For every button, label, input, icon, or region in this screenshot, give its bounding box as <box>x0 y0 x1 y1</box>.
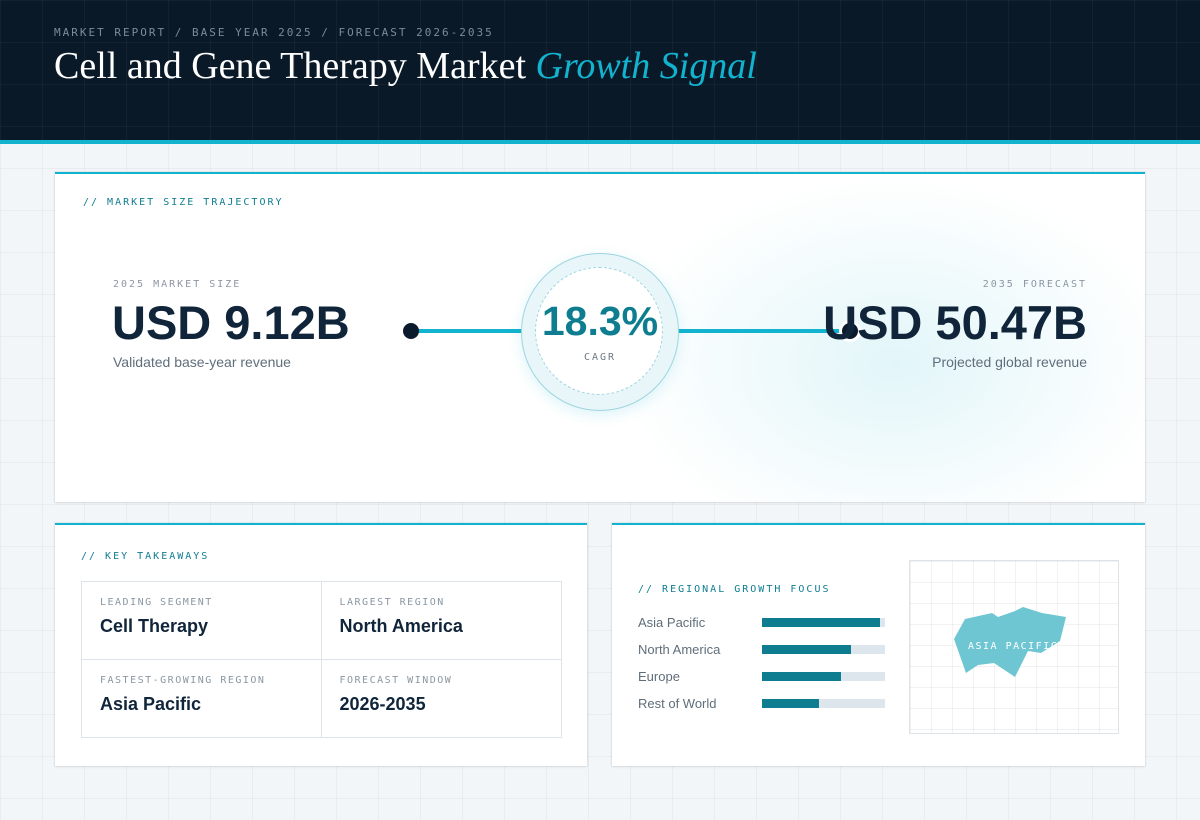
end-metric-subtitle: Projected global revenue <box>932 354 1087 370</box>
end-dot <box>842 323 858 339</box>
regional-growth-card: // REGIONAL GROWTH FOCUS Asia Pacific No… <box>612 523 1145 766</box>
region-bar-track <box>762 699 885 708</box>
end-metric-value: USD 50.47B <box>823 296 1087 349</box>
title-accent: Growth Signal <box>535 45 757 87</box>
start-metric-subtitle: Validated base-year revenue <box>113 354 291 370</box>
takeaway-value: North America <box>339 616 463 636</box>
start-metric-label: 2025 MARKET SIZE <box>113 279 242 290</box>
cagr-value: 18.3% <box>541 298 659 344</box>
region-bar-fill <box>762 672 841 681</box>
takeaway-largest-region: LARGEST REGION North America <box>321 582 561 660</box>
region-name: Asia Pacific <box>638 615 706 630</box>
asia-pacific-map-shape <box>954 607 1066 677</box>
region-bar-row: Asia Pacific <box>638 615 888 630</box>
cagr-badge: 18.3% CAGR <box>521 253 679 411</box>
region-name: Rest of World <box>638 696 717 711</box>
region-bar-fill <box>762 645 851 654</box>
report-breadcrumb: MARKET REPORT / BASE YEAR 2025 / FORECAS… <box>54 26 494 39</box>
takeaway-value: Cell Therapy <box>100 616 209 636</box>
start-metric-value: USD 9.12B <box>112 296 350 349</box>
page-title: Cell and Gene Therapy Market Growth Sign… <box>54 44 757 88</box>
takeaway-fastest-growing-region: FASTEST-GROWING REGION Asia Pacific <box>82 659 322 737</box>
section-label-takeaways: // KEY TAKEAWAYS <box>81 551 210 562</box>
region-name: North America <box>638 642 721 657</box>
region-bar-row: Rest of World <box>638 696 888 711</box>
region-map: ASIA PACIFIC <box>909 560 1119 734</box>
start-dot <box>403 323 419 339</box>
takeaway-label: FASTEST-GROWING REGION <box>100 674 266 686</box>
cagr-label: CAGR <box>583 352 617 363</box>
takeaway-label: LARGEST REGION <box>339 597 445 608</box>
region-bar-track <box>762 672 885 681</box>
region-bar-row: Europe <box>638 669 888 684</box>
background-glow <box>615 174 1145 502</box>
map-region-label: ASIA PACIFIC <box>968 641 1059 652</box>
key-takeaways-card: // KEY TAKEAWAYS LEADING SEGMENT Cell Th… <box>55 523 587 766</box>
takeaway-value: Asia Pacific <box>100 693 202 714</box>
region-bar-fill <box>762 699 819 708</box>
cagr-inner-ring: 18.3% CAGR <box>535 267 663 395</box>
region-bar-row: North America <box>638 642 888 657</box>
region-name: Europe <box>638 669 680 684</box>
takeaway-label: LEADING SEGMENT <box>100 597 213 608</box>
region-bar-track <box>762 618 885 627</box>
takeaway-label: FORECAST WINDOW <box>339 674 453 686</box>
takeaway-leading-segment: LEADING SEGMENT Cell Therapy <box>82 582 322 660</box>
section-label-trajectory: // MARKET SIZE TRAJECTORY <box>83 197 284 208</box>
market-size-trajectory-card: // MARKET SIZE TRAJECTORY 2025 MARKET SI… <box>55 172 1145 502</box>
title-main: Cell and Gene Therapy Market <box>54 45 527 87</box>
end-metric-label: 2035 FORECAST <box>982 279 1087 290</box>
region-bar-fill <box>762 618 881 627</box>
takeaways-grid: LEADING SEGMENT Cell Therapy LARGEST REG… <box>81 581 562 738</box>
region-bar-track <box>762 645 885 654</box>
section-label-regional: // REGIONAL GROWTH FOCUS <box>638 584 831 595</box>
takeaway-forecast-window: FORECAST WINDOW 2026-2035 <box>322 660 562 738</box>
takeaway-value: 2026-2035 <box>339 693 426 714</box>
page-header: MARKET REPORT / BASE YEAR 2025 / FORECAS… <box>0 0 1200 144</box>
